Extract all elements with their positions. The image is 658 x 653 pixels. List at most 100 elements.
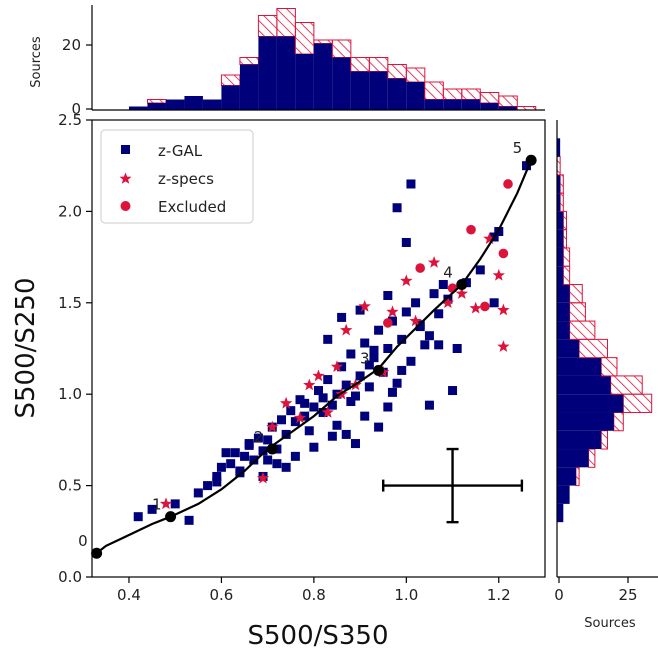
zspec-point xyxy=(159,497,173,510)
right-histogram-hatched-bar xyxy=(610,375,643,395)
zgal-point xyxy=(374,422,384,432)
top-histogram-ylabel: Sources xyxy=(29,36,44,88)
top-histogram-bar xyxy=(350,71,370,110)
zgal-point xyxy=(341,380,351,390)
right-histogram-bar xyxy=(557,449,589,468)
zgal-point xyxy=(424,400,434,410)
right-histogram-bar xyxy=(557,174,561,194)
zgal-point xyxy=(221,448,231,458)
zgal-point xyxy=(369,353,379,363)
top-histogram-hatched-bar xyxy=(368,57,389,72)
zgal-point xyxy=(318,393,328,403)
legend-box xyxy=(100,129,254,224)
zgal-point xyxy=(295,395,305,405)
zgal-point xyxy=(350,439,360,449)
zgal-point xyxy=(314,386,323,396)
right-histogram-bar xyxy=(557,193,561,212)
top-histogram-bar xyxy=(276,36,296,110)
right-histogram-xlabel: Sources xyxy=(584,616,636,631)
model-point-label-1: 1 xyxy=(152,496,162,514)
top-histogram-hatched-bar xyxy=(257,15,278,37)
main-scatter-plot: 0.4 0.6 0.8 1.0 1.2 0.0 0.5 1.0 1.5 2.0 2.5 0 1 2 3 4 5… xyxy=(11,111,546,651)
main-data-points xyxy=(133,161,532,525)
top-histogram-bar xyxy=(128,106,148,110)
zgal-point xyxy=(392,203,402,213)
model-point-4 xyxy=(456,279,468,291)
zgal-point xyxy=(290,417,300,427)
top-histogram-tick-0: 0 xyxy=(71,100,81,118)
zgal-point xyxy=(332,389,342,399)
zgal-point xyxy=(235,468,245,478)
top-histogram-bar xyxy=(406,82,425,110)
excluded-point xyxy=(480,301,490,312)
right-histogram-hatched-bar xyxy=(569,302,586,322)
top-histogram-hatched-bar xyxy=(350,57,370,72)
right-histogram-hatched-bar xyxy=(575,466,580,487)
zgal-point xyxy=(387,387,397,397)
zspec-point xyxy=(483,232,496,245)
y-tick-label: 0.5 xyxy=(58,477,82,495)
model-point-2 xyxy=(266,443,278,455)
zgal-point xyxy=(369,345,379,355)
legend-star-marker xyxy=(119,172,132,184)
zgal-point xyxy=(360,338,370,348)
top-histogram-hatched-bar xyxy=(276,8,296,37)
zgal-point xyxy=(355,305,365,315)
zspec-point xyxy=(280,396,293,409)
zgal-point xyxy=(323,334,333,344)
right-histogram-hatched-bar xyxy=(562,229,567,249)
right-histogram-bar xyxy=(557,266,564,285)
model-point-1 xyxy=(165,511,177,523)
top-histogram-bar xyxy=(424,99,444,110)
zgal-point xyxy=(355,371,365,381)
right-histogram-bar xyxy=(557,247,564,267)
top-histogram-hatched-bar xyxy=(220,74,241,86)
zgal-point xyxy=(383,344,393,353)
zgal-point xyxy=(522,161,532,171)
top-histogram-hatched-bar xyxy=(387,64,407,79)
top-histogram-bar xyxy=(369,71,388,110)
top-histogram-bar xyxy=(165,99,185,110)
zgal-point xyxy=(304,426,314,436)
zgal-point xyxy=(346,349,356,359)
zgal-point xyxy=(263,455,273,465)
model-labeled-points: 0 1 2 3 4 5 xyxy=(78,139,537,559)
right-histogram: 0 25 Sources xyxy=(554,120,658,631)
top-histogram-bar xyxy=(258,36,277,110)
zgal-point xyxy=(212,477,222,487)
zspec-point xyxy=(386,305,399,318)
zgal-point xyxy=(212,471,222,481)
top-histogram-hatched-bar xyxy=(331,39,352,58)
legend-circle-marker xyxy=(120,201,131,211)
zgal-point xyxy=(489,298,499,308)
zgal-point xyxy=(401,237,411,247)
zgal-point xyxy=(226,459,236,469)
zgal-point xyxy=(420,340,430,350)
zgal-point xyxy=(253,433,263,443)
error-bar xyxy=(382,447,524,524)
model-point-0 xyxy=(91,547,103,559)
zspec-point xyxy=(358,300,371,312)
zgal-point xyxy=(434,340,444,350)
right-histogram-hatched-bar xyxy=(559,192,564,212)
excluded-point xyxy=(466,224,476,235)
zgal-point xyxy=(364,360,374,370)
main-axis-ticks: 0.4 0.6 0.8 1.0 1.2 0.0 0.5 1.0 1.5 2.0 2.5 xyxy=(58,111,511,604)
excluded-point xyxy=(383,318,393,328)
right-histogram-bar xyxy=(557,284,570,303)
y-tick-label: 0.0 xyxy=(58,568,82,586)
x-tick-label: 0.8 xyxy=(302,586,326,604)
zgal-point xyxy=(452,344,462,353)
zspec-point xyxy=(340,323,353,336)
zgal-point xyxy=(170,499,180,509)
right-histogram-hatched-bar xyxy=(562,210,567,231)
top-histogram: 20 0 Sources xyxy=(29,5,545,118)
excluded-point xyxy=(498,248,509,259)
right-histogram-bar xyxy=(557,375,611,395)
zspec-point xyxy=(469,301,482,314)
top-histogram-hatched-bar xyxy=(313,39,333,44)
top-histogram-bars xyxy=(128,8,537,111)
zgal-point xyxy=(364,382,374,392)
zgal-point xyxy=(147,504,157,514)
